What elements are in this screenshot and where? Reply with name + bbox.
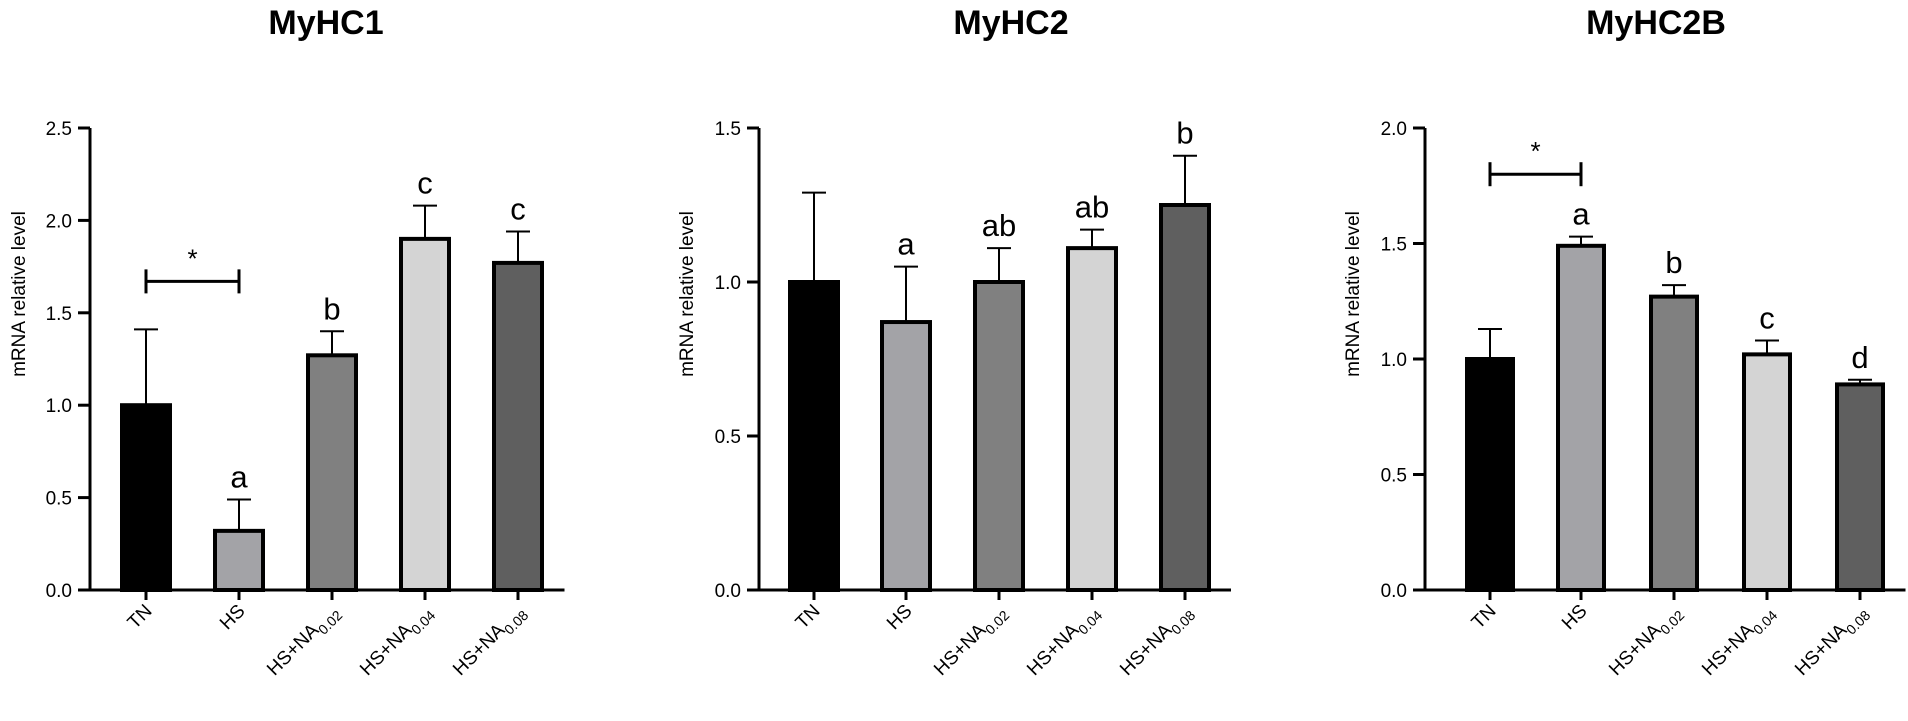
significance-letter: ab — [1075, 190, 1109, 225]
significance-letter: ab — [982, 208, 1016, 243]
y-tick-label: 1.5 — [715, 119, 741, 140]
y-tick-label: 0.5 — [1381, 466, 1407, 487]
category-label: HS — [1558, 601, 1592, 635]
bar — [399, 236, 451, 592]
category-label-base: HS+NA — [263, 620, 323, 680]
significance-letter: b — [323, 291, 340, 326]
category-label-base: HS — [883, 601, 917, 635]
bar — [973, 280, 1025, 592]
category-label: HS+NA0.04 — [1698, 601, 1780, 683]
category-label-base: HS+NA — [1116, 620, 1176, 680]
significance-star: * — [187, 243, 197, 273]
significance-letter: a — [1572, 197, 1590, 232]
category-label: HS+NA0.08 — [1116, 601, 1198, 683]
y-tick-label: 2.0 — [46, 211, 72, 232]
category-label: HS+NA0.02 — [930, 601, 1012, 683]
category-label: HS+NA0.02 — [1605, 601, 1687, 683]
category-label: HS — [883, 601, 917, 635]
chart-panel-myhc2b: MyHC2B mRNA relative level 0.0 0.5 1.0 1.5 2… — [1343, 4, 1906, 683]
bar — [120, 403, 172, 593]
y-tick-label: 1.0 — [715, 273, 741, 294]
category-label: HS+NA0.08 — [1791, 601, 1873, 683]
category-label: HS+NA0.08 — [449, 601, 531, 683]
y-tick-label: 0.0 — [715, 581, 741, 602]
category-label-base: HS+NA — [356, 620, 416, 680]
category-label-base: HS+NA — [1698, 620, 1758, 680]
category-label: HS+NA0.02 — [263, 601, 345, 683]
chart-title: MyHC2 — [953, 4, 1068, 42]
significance-star: * — [1530, 136, 1540, 166]
y-tick-label: 1.0 — [1381, 350, 1407, 371]
y-tick-label: 2.0 — [1381, 119, 1407, 140]
chart-panel-myhc2: MyHC2 mRNA relative level 0.0 0.5 1.0 1.5 TN… — [677, 4, 1231, 683]
bar — [788, 280, 840, 592]
category-label-base: HS+NA — [1791, 620, 1851, 680]
bar — [1159, 203, 1211, 592]
bar — [1742, 352, 1792, 592]
significance-letter: d — [1851, 340, 1868, 375]
category-label: TN — [124, 601, 157, 634]
category-label: TN — [1468, 601, 1501, 634]
bar — [1066, 246, 1118, 592]
y-axis-label: mRNA relative level — [1343, 211, 1364, 377]
bar — [880, 320, 932, 592]
bar — [1465, 357, 1515, 592]
y-tick-label: 1.5 — [46, 304, 72, 325]
bar — [1556, 243, 1606, 592]
y-tick-label: 0.5 — [715, 427, 741, 448]
category-label-base: TN — [124, 601, 157, 634]
category-label: TN — [792, 601, 825, 634]
category-label-base: HS+NA — [930, 620, 990, 680]
chart-title: MyHC1 — [268, 4, 383, 42]
y-tick-label: 0.0 — [46, 581, 72, 602]
y-axis-label: mRNA relative level — [9, 211, 30, 377]
category-label: HS+NA0.04 — [356, 601, 438, 683]
y-tick-label: 2.5 — [46, 119, 72, 140]
category-label-base: HS — [216, 601, 250, 635]
y-tick-label: 0.5 — [46, 489, 72, 510]
bar — [213, 528, 265, 593]
significance-letter: c — [1759, 301, 1775, 336]
y-tick-label: 0.0 — [1381, 581, 1407, 602]
category-label-base: TN — [1468, 601, 1501, 634]
bar — [1649, 294, 1699, 592]
significance-letter: b — [1176, 116, 1193, 151]
category-label-base: HS+NA — [1023, 620, 1083, 680]
chart-title: MyHC2B — [1586, 4, 1726, 42]
category-label-base: HS+NA — [449, 620, 509, 680]
bar — [1835, 382, 1885, 592]
significance-letter: a — [897, 227, 915, 262]
chart-panel-myhc1: MyHC1 mRNA relative level 0.0 0.5 1.0 1.5 2.… — [9, 4, 565, 683]
significance-letter: b — [1665, 245, 1682, 280]
y-tick-label: 1.0 — [46, 396, 72, 417]
y-tick-label: 1.5 — [1381, 235, 1407, 256]
category-label: HS+NA0.04 — [1023, 601, 1105, 683]
y-axis-label: mRNA relative level — [677, 211, 698, 377]
bar — [306, 353, 358, 592]
category-label-base: HS — [1558, 601, 1592, 635]
bar — [492, 260, 544, 592]
significance-letter: c — [510, 191, 526, 226]
significance-letter: c — [417, 166, 433, 201]
category-label-base: TN — [792, 601, 825, 634]
category-label-base: HS+NA — [1605, 620, 1665, 680]
significance-letter: a — [230, 459, 248, 494]
category-label: HS — [216, 601, 250, 635]
